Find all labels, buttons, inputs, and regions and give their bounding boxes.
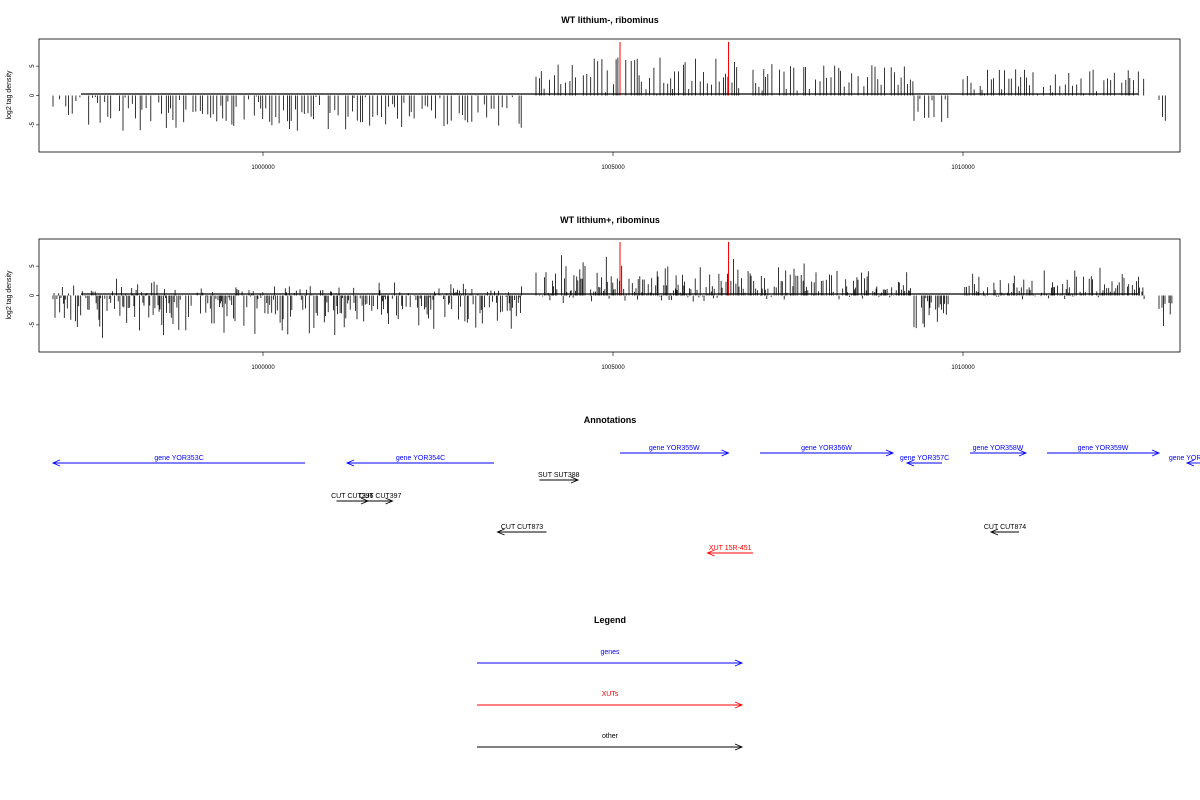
annotation-feature: gene YOR360C xyxy=(1169,455,1200,467)
x-tick-label: 1000000 xyxy=(251,365,275,371)
feature-arrow-head xyxy=(385,497,394,505)
feature-label: CUT CUT397 xyxy=(359,493,401,500)
y-tick-label: 5 xyxy=(30,64,36,68)
feature-arrow-head xyxy=(706,549,715,557)
feature-label: gene YOR353C xyxy=(154,455,203,462)
annotation-features: gene YOR353C gene YOR354C gene YOR355W gene… xyxy=(51,445,1200,557)
annotations-title: Annotations xyxy=(584,415,637,425)
feature-arrow-head xyxy=(885,449,895,457)
y-tick-label: -5 xyxy=(30,122,36,128)
panel2-title: WT lithium+, ribominus xyxy=(560,215,660,225)
panel-lithium-plus: WT lithium+, ribominus log2 tag density … xyxy=(6,215,1181,371)
annotation-feature: CUT CUT874 xyxy=(984,524,1026,536)
annotations-panel: Annotations gene YOR353C gene YOR354Cgene… xyxy=(51,415,1200,557)
panel2-x-axis: 1000000 1005000 1010000 xyxy=(251,352,975,371)
annotation-feature: CUT CUT397 xyxy=(359,493,401,505)
feature-arrow-head xyxy=(1018,449,1028,457)
legend-arrow-head xyxy=(734,701,744,709)
y-tick-label: 0 xyxy=(30,93,36,97)
feature-arrow-head xyxy=(989,528,999,536)
x-tick-label: 1000000 xyxy=(251,165,275,171)
x-tick-label: 1005000 xyxy=(601,165,625,171)
y-tick-label: -5 xyxy=(30,322,36,328)
feature-label: XUT 15R-451 xyxy=(709,545,752,552)
legend-item: genes xyxy=(477,649,744,667)
panel2-ylabel: log2 tag density xyxy=(6,270,13,320)
annotation-feature: gene YOR355W xyxy=(620,445,730,457)
annotation-feature: SUT SUT388 xyxy=(538,472,580,484)
y-tick-label: 5 xyxy=(30,264,36,268)
feature-label: CUT CUT396 xyxy=(331,493,373,500)
feature-label: gene YOR358W xyxy=(973,445,1024,452)
feature-label: CUT CUT873 xyxy=(501,524,543,531)
legend-label: other xyxy=(602,733,619,740)
annotation-feature: gene YOR356W xyxy=(760,445,895,457)
x-tick-label: 1010000 xyxy=(951,365,975,371)
feature-arrow-head xyxy=(1185,459,1195,467)
panel2-bars xyxy=(52,255,1173,338)
feature-label: CUT CUT874 xyxy=(984,524,1026,531)
feature-label: gene YOR360C xyxy=(1169,455,1200,462)
feature-arrow-head xyxy=(905,459,915,467)
legend-arrow-head xyxy=(734,743,744,751)
feature-label: gene YOR356W xyxy=(801,445,852,452)
legend-panel: Legend genes XUTs other xyxy=(477,615,744,751)
legend-label: genes xyxy=(600,649,620,656)
annotation-feature: gene YOR358W xyxy=(970,445,1028,457)
panel2-y-axis: 5 0 -5 xyxy=(30,264,39,328)
legend-arrow-head xyxy=(734,659,744,667)
feature-arrow-head xyxy=(51,459,61,467)
x-tick-label: 1010000 xyxy=(951,165,975,171)
legend-item: XUTs xyxy=(477,691,744,709)
feature-label: gene YOR354C xyxy=(396,455,445,462)
feature-arrow-head xyxy=(1151,449,1161,457)
legend-items: genes XUTs other xyxy=(477,649,744,751)
feature-label: gene YOR359W xyxy=(1078,445,1129,452)
feature-arrow-head xyxy=(570,476,580,484)
feature-arrow-head xyxy=(496,528,505,536)
feature-arrow-head xyxy=(721,449,730,457)
legend-label: XUTs xyxy=(602,691,619,698)
feature-label: gene YOR355W xyxy=(649,445,700,452)
annotation-feature: gene YOR357C xyxy=(900,455,949,467)
annotation-feature: gene YOR359W xyxy=(1047,445,1161,457)
panel1-title: WT lithium-, ribominus xyxy=(561,15,659,25)
annotation-feature: XUT 15R-451 xyxy=(706,545,753,557)
annotation-feature: gene YOR354C xyxy=(345,455,494,467)
panel-lithium-minus: WT lithium-, ribominus log2 tag density … xyxy=(6,15,1181,171)
feature-arrow-head xyxy=(345,459,355,467)
panel1-ylabel: log2 tag density xyxy=(6,70,13,120)
y-tick-label: 0 xyxy=(30,293,36,297)
feature-label: gene YOR357C xyxy=(900,455,949,462)
legend-title: Legend xyxy=(594,615,626,625)
panel1-markers xyxy=(619,42,729,96)
x-tick-label: 1005000 xyxy=(601,365,625,371)
annotation-feature: CUT CUT873 xyxy=(496,524,547,536)
panel2-markers xyxy=(619,242,729,296)
annotation-feature: gene YOR353C xyxy=(51,455,305,467)
legend-item: other xyxy=(477,733,744,751)
panel1-x-axis: 1000000 1005000 1010000 xyxy=(251,152,975,171)
panel1-y-axis: 5 0 -5 xyxy=(30,64,39,128)
feature-label: SUT SUT388 xyxy=(538,472,580,479)
